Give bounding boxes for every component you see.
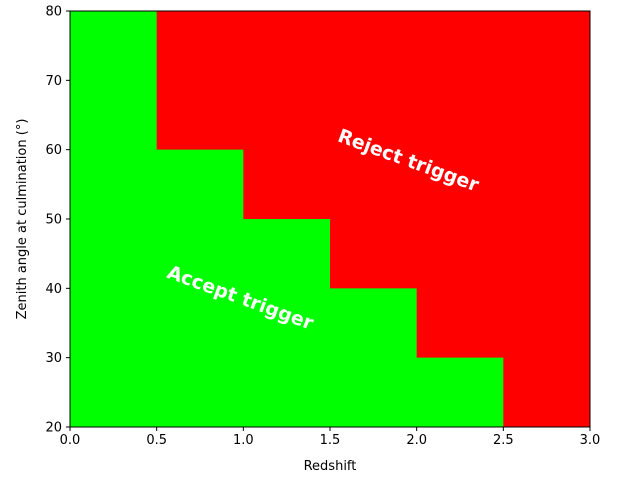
- x-tick-label-3: 1.5: [320, 433, 341, 448]
- y-tick-label-4: 60: [45, 143, 62, 158]
- accept-region: [70, 11, 590, 427]
- x-tick-label-2: 1.0: [233, 433, 254, 448]
- y-tick-label-2: 40: [45, 282, 62, 297]
- y-axis: 20 30 40 50 60 70 80: [45, 5, 70, 436]
- x-tick-label-1: 0.5: [146, 433, 167, 448]
- x-tick-label-5: 2.5: [493, 433, 514, 448]
- plot-regions: [70, 11, 590, 427]
- x-tick-label-4: 2.0: [406, 433, 427, 448]
- x-axis: 0.0 0.5 1.0 1.5 2.0 2.5 3.0: [60, 427, 601, 448]
- x-tick-label-0: 0.0: [60, 433, 81, 448]
- y-tick-label-5: 70: [45, 74, 62, 89]
- y-axis-label: Zenith angle at culmination (°): [15, 119, 30, 320]
- y-tick-label-0: 20: [45, 421, 62, 436]
- y-tick-label-3: 50: [45, 213, 62, 228]
- x-tick-label-6: 3.0: [580, 433, 601, 448]
- y-tick-label-6: 80: [45, 5, 62, 20]
- x-axis-label: Redshift: [304, 459, 357, 474]
- y-tick-label-1: 30: [45, 351, 62, 366]
